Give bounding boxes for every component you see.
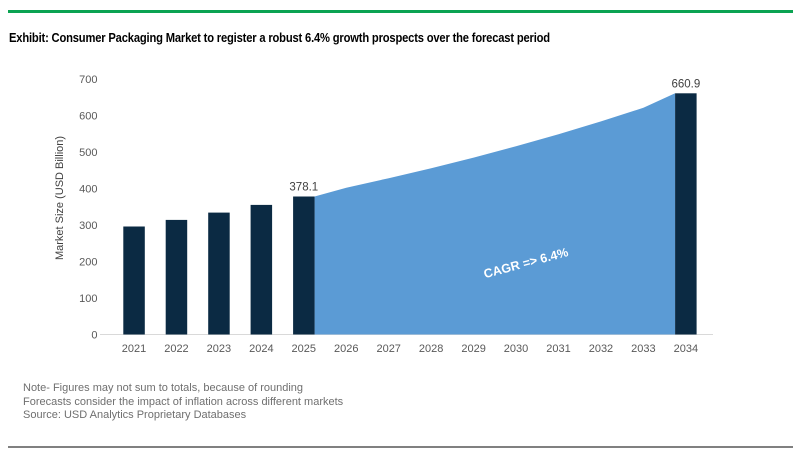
y-tick-label: 300: [79, 220, 97, 232]
y-tick-label: 0: [91, 330, 97, 342]
bar-2022: [165, 219, 188, 335]
x-tick-label: 2034: [674, 343, 698, 355]
x-tick-label: 2023: [207, 343, 231, 355]
x-tick-label: 2032: [589, 343, 613, 355]
footnote-rounding: Note- Figures may not sum to totals, bec…: [23, 382, 304, 394]
forecast-area: [314, 93, 676, 335]
y-tick-label: 600: [79, 111, 97, 123]
bar-2034: [675, 93, 697, 335]
x-tick-label: 2030: [504, 343, 528, 355]
bar-2023: [208, 212, 230, 335]
y-tick-label: 400: [79, 184, 97, 196]
data-label-2025: 378.1: [289, 182, 318, 194]
x-tick-label: 2025: [292, 343, 316, 355]
bottom-rule: [8, 446, 793, 448]
bar-2021: [123, 226, 145, 335]
x-tick-label: 2026: [334, 343, 358, 355]
x-tick-label: 2024: [249, 343, 273, 355]
x-tick-label: 2022: [164, 343, 188, 355]
footnote-inflation: Forecasts consider the impact of inflati…: [23, 395, 344, 408]
y-tick-label: 500: [79, 147, 97, 159]
y-tick-label: 700: [79, 74, 97, 86]
x-tick-label: 2033: [631, 343, 655, 355]
x-tick-label: 2029: [461, 343, 485, 355]
x-tick-label: 2031: [546, 343, 570, 355]
top-accent-rule: [8, 10, 793, 13]
footnotes: Note- Figures may not sum to totals, bec…: [23, 382, 343, 423]
x-tick-label: 2027: [376, 343, 400, 355]
x-tick-label: 2028: [419, 343, 443, 355]
x-tick-label: 2021: [122, 343, 146, 355]
y-tick-label: 200: [79, 257, 97, 269]
y-axis-title: Market Size (USD Billion): [54, 136, 66, 260]
y-tick-label: 100: [79, 293, 97, 305]
source-line: Source: USD Analytics Proprietary Databa…: [23, 409, 247, 421]
bar-2025: [293, 196, 315, 335]
bar-2024: [250, 204, 273, 335]
exhibit-title: Exhibit: Consumer Packaging Market to re…: [9, 30, 550, 45]
data-label-2034: 660.9: [671, 78, 700, 90]
